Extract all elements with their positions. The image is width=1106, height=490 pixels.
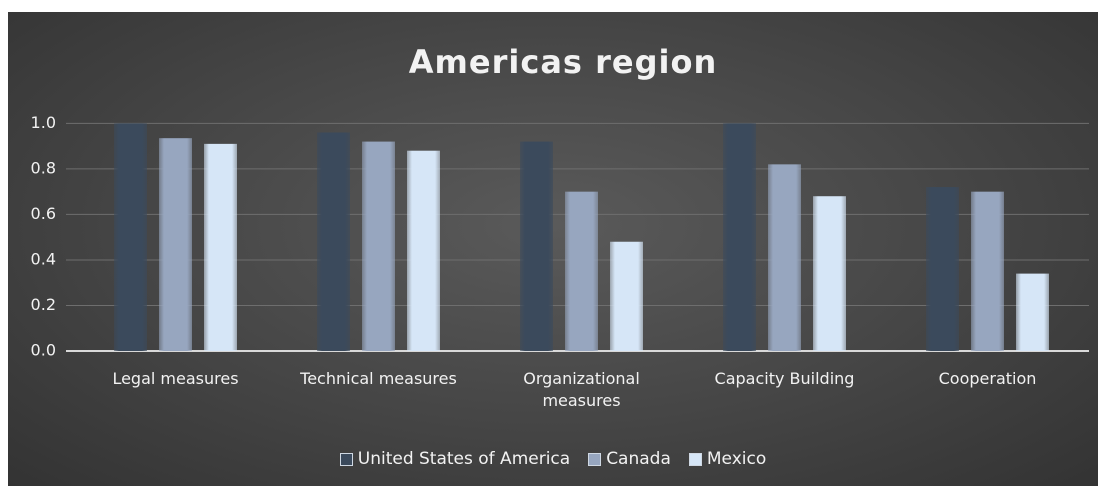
legend-label: United States of America xyxy=(357,449,571,469)
bar xyxy=(362,141,395,351)
legend-label: Canada xyxy=(606,449,671,469)
legend-swatch xyxy=(588,452,602,466)
y-tick-label: 0.0 xyxy=(31,341,56,360)
bar xyxy=(610,241,643,351)
legend: United States of America Canada Mexico xyxy=(8,449,1098,469)
bar xyxy=(204,143,237,351)
y-tick-label: 0.4 xyxy=(31,249,56,268)
x-tick-label: Cooperation xyxy=(938,369,1037,388)
legend-swatch xyxy=(339,452,353,466)
x-tick-label: Capacity Building xyxy=(714,369,855,388)
y-tick-label: 0.6 xyxy=(31,204,56,223)
bar xyxy=(114,123,147,351)
x-tick-label: Organizational measures xyxy=(523,369,640,410)
y-tick-label: 0.2 xyxy=(31,295,56,314)
bar xyxy=(1016,273,1049,351)
chart: Americas region 0.0 0.2 0.4 0.6 0.8 1.0 xyxy=(31,43,1089,360)
bar xyxy=(159,138,192,351)
y-tick-label: 0.8 xyxy=(31,158,56,177)
bar xyxy=(768,164,801,351)
x-tick-label: Technical measures xyxy=(300,369,457,388)
legend-item: Canada xyxy=(588,449,671,469)
chart-frame: Americas region 0.0 0.2 0.4 0.6 0.8 1.0 Legal… xyxy=(8,12,1098,486)
legend-item: Mexico xyxy=(688,449,767,469)
bar xyxy=(565,191,598,351)
bar xyxy=(813,196,846,351)
bar xyxy=(926,187,959,351)
legend-item: United States of America xyxy=(339,449,571,469)
bar xyxy=(317,132,350,351)
legend-swatch xyxy=(688,452,702,466)
legend-label: Mexico xyxy=(706,449,767,469)
x-tick-label: Legal measures xyxy=(112,369,239,388)
y-tick-label: 1.0 xyxy=(31,113,56,132)
bar xyxy=(723,123,756,351)
chart-title: Americas region xyxy=(409,43,717,81)
bar xyxy=(520,141,553,351)
bar xyxy=(407,150,440,351)
bar xyxy=(971,191,1004,351)
